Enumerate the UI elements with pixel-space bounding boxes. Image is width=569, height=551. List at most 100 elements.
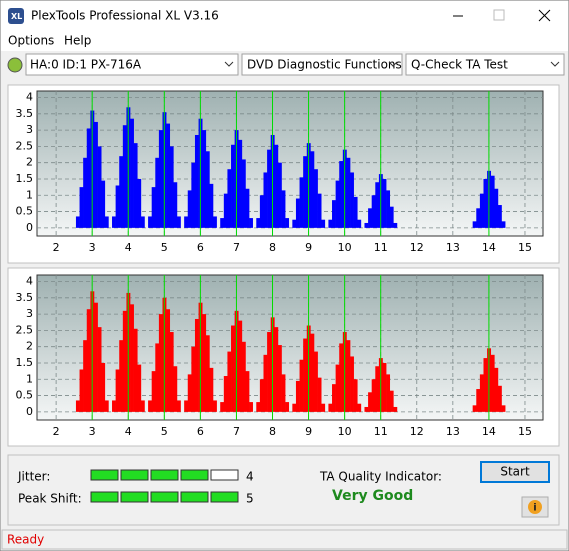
menu-item[interactable]: Help bbox=[64, 34, 91, 48]
bar bbox=[101, 180, 106, 228]
x-tick-label: 14 bbox=[482, 425, 496, 438]
bar bbox=[357, 403, 362, 412]
bar bbox=[295, 198, 300, 228]
bar bbox=[249, 218, 253, 228]
status-bar bbox=[1, 529, 568, 550]
bar bbox=[476, 389, 481, 412]
bar bbox=[158, 130, 163, 228]
close-button[interactable] bbox=[538, 9, 551, 22]
bar bbox=[205, 151, 210, 228]
bar bbox=[389, 390, 394, 412]
y-tick-label: 1 bbox=[26, 188, 33, 201]
x-tick-label: 3 bbox=[89, 425, 96, 438]
bar bbox=[166, 123, 171, 228]
bar bbox=[209, 183, 214, 228]
bar bbox=[97, 146, 102, 228]
y-tick-label: 4 bbox=[26, 91, 33, 104]
x-tick-label: 13 bbox=[446, 241, 460, 254]
bar bbox=[112, 400, 116, 412]
x-tick-label: 10 bbox=[338, 241, 352, 254]
x-tick-label: 7 bbox=[233, 425, 240, 438]
bar bbox=[119, 340, 124, 412]
x-tick-label: 12 bbox=[410, 425, 424, 438]
bar bbox=[166, 309, 171, 412]
y-tick-label: 4 bbox=[26, 275, 33, 288]
bar bbox=[122, 125, 127, 228]
bar bbox=[274, 327, 279, 412]
bar bbox=[263, 354, 268, 412]
bar bbox=[335, 180, 340, 228]
y-tick-label: 0 bbox=[26, 405, 33, 418]
y-tick-label: 3.5 bbox=[16, 107, 34, 120]
bar bbox=[483, 178, 488, 228]
bar bbox=[137, 178, 142, 228]
bar bbox=[386, 374, 391, 412]
drive-icon bbox=[7, 57, 23, 73]
y-tick-label: 0 bbox=[26, 221, 33, 234]
bar bbox=[364, 222, 369, 228]
bar bbox=[332, 200, 336, 228]
bar bbox=[277, 345, 282, 412]
bar bbox=[223, 376, 228, 412]
maximize-button[interactable] bbox=[493, 9, 505, 21]
bar bbox=[353, 379, 358, 412]
level-segment bbox=[120, 469, 149, 481]
test-select[interactable] bbox=[405, 53, 565, 76]
bar bbox=[310, 151, 315, 228]
app-icon bbox=[8, 8, 24, 24]
bar bbox=[112, 216, 116, 228]
menu-bar bbox=[1, 30, 568, 51]
function-select-text: DVD Diagnostic Functions bbox=[247, 58, 402, 72]
bar bbox=[313, 169, 318, 228]
dropdown-arrow bbox=[224, 61, 234, 67]
bar bbox=[151, 187, 156, 228]
dropdown-arrow bbox=[550, 61, 560, 67]
bar bbox=[148, 216, 152, 228]
bar bbox=[231, 144, 235, 228]
y-tick-label: 3 bbox=[26, 123, 33, 136]
bar bbox=[281, 374, 286, 412]
function-select[interactable] bbox=[241, 53, 403, 76]
x-tick-label: 9 bbox=[305, 241, 312, 254]
window-title: PlexTools Professional XL V3.16 bbox=[31, 9, 219, 23]
bar bbox=[241, 341, 246, 412]
bar bbox=[371, 379, 376, 412]
bar bbox=[155, 157, 160, 228]
bar bbox=[382, 178, 387, 228]
bar bbox=[133, 143, 138, 228]
drive-select[interactable] bbox=[25, 53, 239, 76]
start-button-text: Start bbox=[500, 465, 530, 479]
level-segment bbox=[180, 469, 209, 481]
level-segment bbox=[210, 491, 239, 503]
bar bbox=[317, 377, 322, 412]
bar bbox=[220, 218, 225, 228]
y-tick-label: 0.5 bbox=[16, 205, 34, 218]
x-tick-label: 10 bbox=[338, 425, 352, 438]
title-bar bbox=[1, 1, 568, 30]
bar bbox=[259, 379, 264, 412]
bar bbox=[497, 385, 502, 412]
bar bbox=[249, 402, 253, 412]
bar bbox=[328, 219, 333, 228]
bar bbox=[393, 222, 398, 228]
start-button[interactable] bbox=[480, 461, 550, 483]
bar bbox=[389, 206, 394, 228]
y-tick-label: 3 bbox=[26, 307, 33, 320]
bar bbox=[256, 218, 261, 228]
bar bbox=[115, 369, 120, 412]
bar bbox=[368, 392, 372, 412]
bar bbox=[213, 400, 217, 412]
y-tick-label: 2.5 bbox=[16, 323, 34, 336]
bar bbox=[191, 162, 196, 228]
x-tick-label: 3 bbox=[89, 241, 96, 254]
bar bbox=[83, 157, 88, 228]
x-tick-label: 6 bbox=[197, 425, 204, 438]
peak-shift-value: 5 bbox=[246, 492, 254, 506]
bar bbox=[140, 216, 145, 228]
bar bbox=[140, 400, 145, 412]
bar bbox=[310, 333, 315, 412]
bar bbox=[259, 195, 264, 228]
bar bbox=[75, 400, 80, 412]
menu-item[interactable]: Options bbox=[8, 34, 54, 48]
x-tick-label: 12 bbox=[410, 241, 424, 254]
